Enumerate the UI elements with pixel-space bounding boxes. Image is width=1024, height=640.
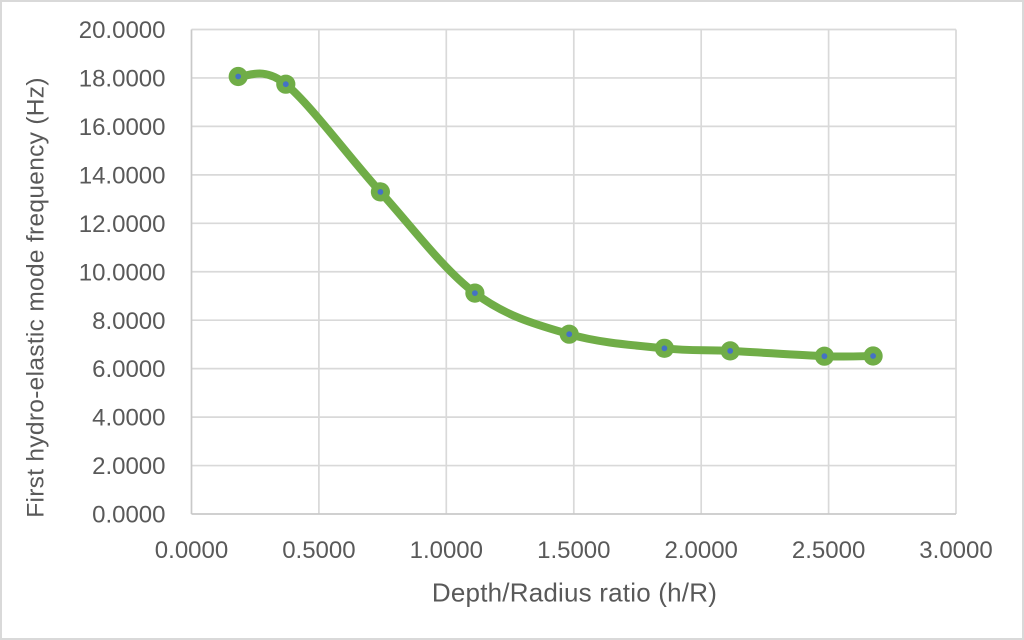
svg-text:8.0000: 8.0000 <box>92 308 165 335</box>
svg-text:10.0000: 10.0000 <box>79 259 166 286</box>
svg-text:0.0000: 0.0000 <box>92 502 165 529</box>
svg-text:2.5000: 2.5000 <box>792 537 865 564</box>
svg-text:1.5000: 1.5000 <box>537 537 610 564</box>
svg-text:Depth/Radius ratio (h/R): Depth/Radius ratio (h/R) <box>432 578 717 608</box>
svg-text:0.5000: 0.5000 <box>282 537 355 564</box>
svg-text:6.0000: 6.0000 <box>92 356 165 383</box>
svg-text:0.0000: 0.0000 <box>155 537 228 564</box>
svg-text:3.0000: 3.0000 <box>919 537 992 564</box>
svg-text:First hydro-elastic mode frequ: First hydro-elastic mode frequency (Hz) <box>23 77 50 518</box>
svg-text:14.0000: 14.0000 <box>79 162 166 189</box>
svg-text:16.0000: 16.0000 <box>79 114 166 141</box>
svg-text:4.0000: 4.0000 <box>92 405 165 432</box>
svg-text:2.0000: 2.0000 <box>92 453 165 480</box>
svg-text:12.0000: 12.0000 <box>79 211 166 238</box>
svg-text:20.0000: 20.0000 <box>79 17 166 44</box>
svg-text:1.0000: 1.0000 <box>410 537 483 564</box>
svg-text:18.0000: 18.0000 <box>79 66 166 93</box>
svg-text:2.0000: 2.0000 <box>664 537 737 564</box>
